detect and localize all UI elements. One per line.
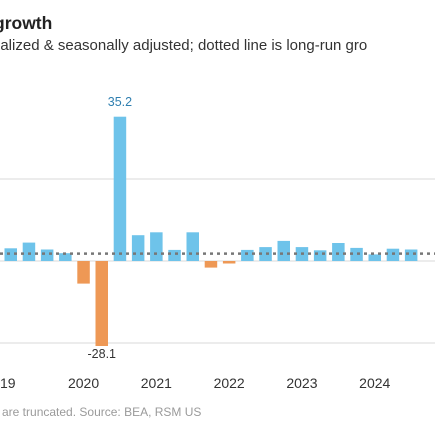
bar-2022Q4 (277, 240, 290, 261)
bar-2024Q3 (404, 249, 418, 261)
labels: 35.2 -28.1 19 2020 2021 2022 2023 2024 (0, 95, 391, 391)
chart-footnote: 0 are truncated. Source: BEA, RSM US (0, 405, 202, 419)
bar-2019Q2 (22, 242, 36, 261)
bar-2019Q1 (4, 248, 17, 261)
bar-2023Q3 (332, 243, 345, 261)
bar-2020Q4 (131, 235, 145, 261)
bars (4, 116, 418, 346)
data-label-2020Q3: 35.2 (108, 95, 132, 109)
bar-2022Q1 (222, 261, 236, 264)
chart-subtitle: ualized & seasonally adjusted; dotted li… (0, 37, 368, 54)
bar-2020Q1 (77, 261, 90, 284)
bar-2019Q4 (59, 253, 72, 261)
data-label-2020Q2: -28.1 (88, 347, 117, 361)
x-tick-label: 2020 (68, 375, 99, 391)
bar-2022Q2 (241, 249, 254, 261)
x-tick-label: 2023 (286, 375, 317, 391)
x-tick-label: 19 (0, 375, 16, 391)
bar-2021Q3 (186, 232, 199, 261)
bar-2020Q2 (95, 261, 108, 346)
chart-title: growth (0, 13, 53, 33)
bar-2024Q1 (368, 254, 381, 261)
x-tick-label: 2022 (214, 375, 245, 391)
bar-2022Q3 (259, 247, 272, 261)
bar-2023Q4 (350, 247, 363, 261)
bar-2019Q3 (40, 249, 54, 261)
bar-2023Q2 (313, 250, 327, 261)
x-tick-label: 2021 (141, 375, 172, 391)
x-tick-label: 2024 (359, 375, 390, 391)
bar-2020Q3 (113, 116, 127, 261)
bar-2021Q1 (150, 232, 163, 261)
bar-2021Q4 (204, 261, 218, 268)
bar-2021Q2 (168, 249, 181, 261)
